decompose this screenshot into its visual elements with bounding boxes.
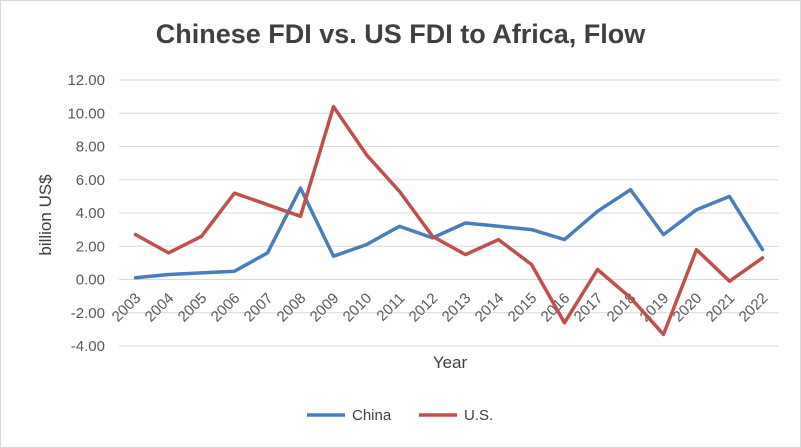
y-tick-label: 8.00 bbox=[76, 139, 105, 156]
x-tick-label: 2017 bbox=[571, 290, 607, 326]
x-tick-label: 2010 bbox=[340, 290, 376, 326]
x-tick-label: 2018 bbox=[604, 290, 640, 326]
x-tick-label: 2019 bbox=[637, 290, 673, 326]
legend: China U.S. bbox=[307, 407, 493, 424]
x-tick-label: 2015 bbox=[505, 290, 541, 326]
x-tick-label: 2008 bbox=[274, 290, 310, 326]
y-tick-label: -2.00 bbox=[71, 305, 105, 322]
y-tick-label: -4.00 bbox=[71, 338, 105, 355]
x-tick-label: 2013 bbox=[439, 290, 475, 326]
y-tick-label: 2.00 bbox=[76, 238, 105, 255]
y-tick-labels: 12.00 10.00 8.00 6.00 4.00 2.00 0.00 -2.00 -4.00 bbox=[67, 72, 105, 355]
y-tick-label: 6.00 bbox=[76, 172, 105, 189]
x-tick-label: 2004 bbox=[142, 290, 178, 326]
x-axis-label: Year bbox=[433, 353, 468, 372]
chart-title: Chinese FDI vs. US FDI to Africa, Flow bbox=[155, 19, 646, 49]
x-tick-label: 2021 bbox=[703, 290, 739, 326]
x-tick-label: 2006 bbox=[208, 290, 244, 326]
x-tick-label: 2012 bbox=[406, 290, 442, 326]
y-tick-label: 12.00 bbox=[67, 72, 105, 89]
y-tick-label: 10.00 bbox=[67, 105, 105, 122]
y-tick-label: 0.00 bbox=[76, 272, 105, 289]
x-tick-label: 2014 bbox=[472, 290, 508, 326]
x-tick-label: 2009 bbox=[307, 290, 343, 326]
y-axis-label: billion US$ bbox=[36, 174, 55, 256]
y-tick-label: 4.00 bbox=[76, 205, 105, 222]
x-tick-label: 2005 bbox=[175, 290, 211, 326]
x-tick-label: 2022 bbox=[736, 290, 772, 326]
series-lines bbox=[133, 104, 765, 337]
x-tick-labels: 2003200420052006200720082009201020112012… bbox=[109, 290, 772, 326]
x-tick-label: 2011 bbox=[373, 290, 408, 325]
x-tick-label: 2003 bbox=[109, 290, 145, 326]
series-line-0 bbox=[133, 186, 765, 280]
series-line-1 bbox=[133, 104, 765, 337]
legend-label-1: U.S. bbox=[464, 407, 493, 424]
x-tick-label: 2007 bbox=[241, 290, 277, 326]
legend-label-0: China bbox=[352, 407, 392, 424]
